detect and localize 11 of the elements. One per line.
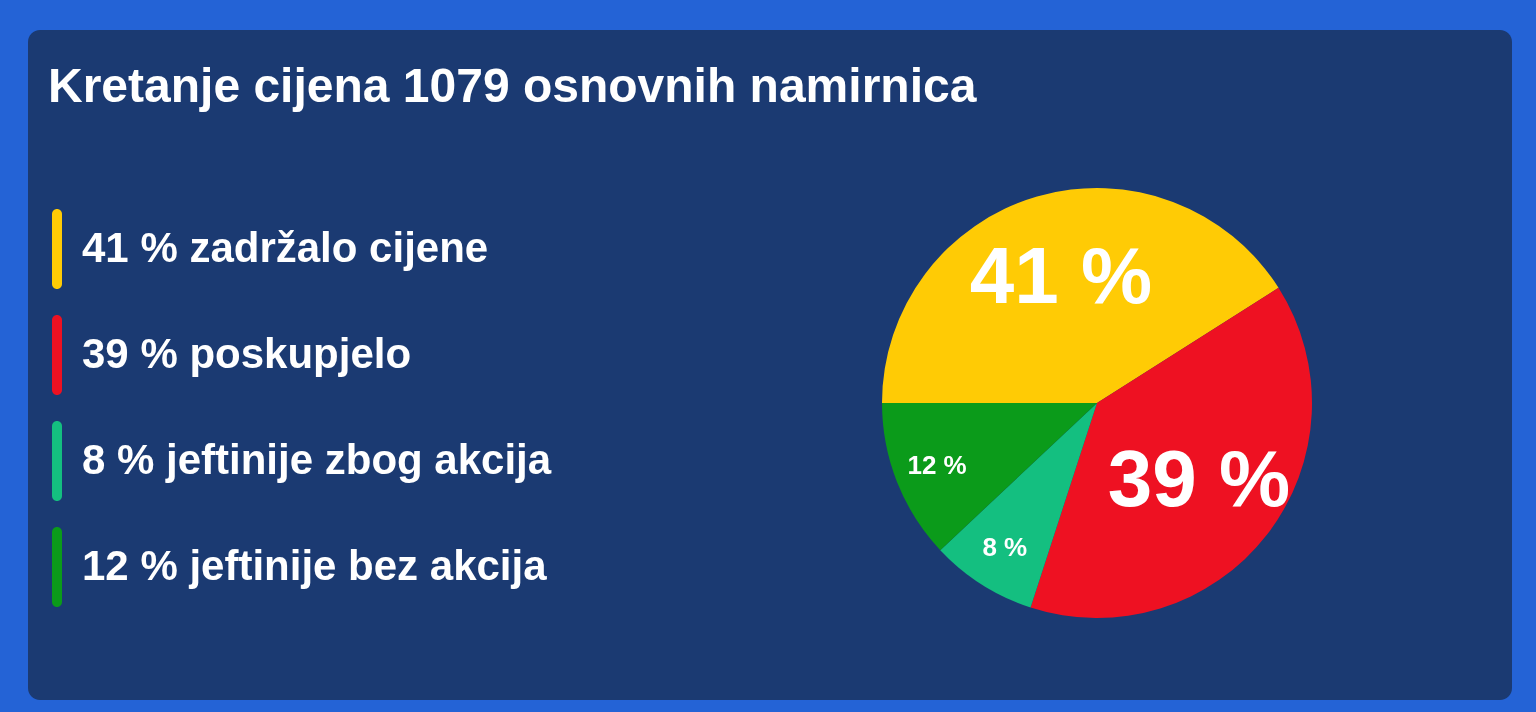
data-label: 41 % <box>969 231 1153 321</box>
pie-slice <box>882 188 1279 403</box>
legend-label: 8 % jeftinije zbog akcija <box>82 436 552 483</box>
data-label: 39 % <box>1107 434 1291 524</box>
legend-label: 39 % poskupjelo <box>82 330 412 377</box>
pie-slice <box>940 403 1097 608</box>
legend-label: 12 % jeftinije bez akcija <box>82 542 548 589</box>
data-label: 8 % <box>982 532 1028 563</box>
data-label: 12 % <box>907 450 967 481</box>
legend-label: 41 % zadržalo cijene <box>82 224 489 271</box>
chart-title: Kretanje cijena 1079 osnovnih namirnica <box>48 59 977 112</box>
